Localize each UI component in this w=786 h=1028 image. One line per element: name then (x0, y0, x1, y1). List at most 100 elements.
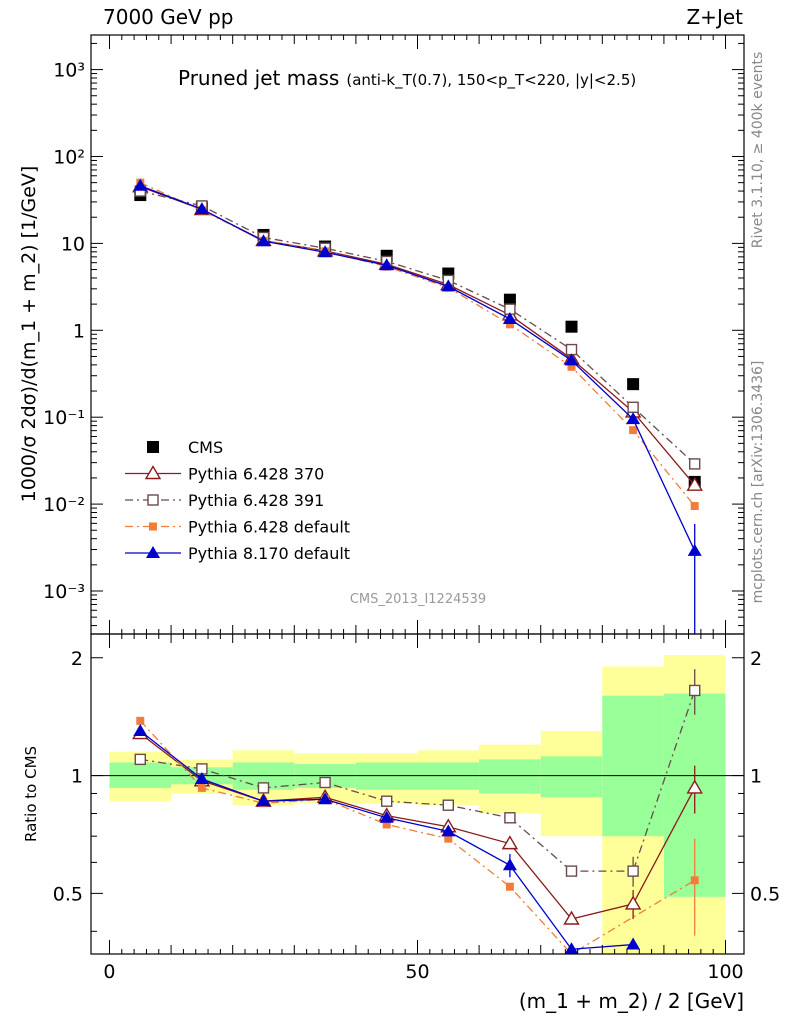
ratio-band-green (417, 762, 480, 790)
legend-marker (149, 522, 157, 531)
ratio-y-tick-label-right: 1 (750, 766, 762, 788)
ratio-y-tick-label: 1 (71, 766, 83, 788)
data-point (690, 502, 699, 511)
ratio-point (501, 835, 519, 850)
ratio-point (257, 782, 270, 794)
data-point (689, 458, 701, 470)
ratio-band-green (540, 756, 603, 798)
ratio-point (565, 865, 578, 877)
ratio-y-tick-label: 0.5 (53, 883, 83, 905)
ratio-point (626, 937, 641, 950)
ratio-band-green (602, 695, 664, 837)
ratio-point (382, 820, 391, 829)
data-point (627, 378, 640, 391)
legend-marker (147, 441, 159, 453)
main-series-layer (132, 178, 703, 634)
chart-title-line: Pruned jet mass (anti-k_T(0.7), 150<p_T<… (178, 66, 636, 90)
ratio-point (133, 723, 148, 736)
ratio-point (134, 753, 146, 766)
ratio-band-green (479, 759, 541, 794)
ratio-point (441, 824, 456, 837)
chart-subtitle: (anti-k_T(0.7), 150<p_T<220, |y|<2.5) (346, 71, 636, 90)
ratio-point (194, 771, 209, 784)
x-tick-label: 50 (405, 961, 429, 983)
header-energy: 7000 GeV pp (103, 5, 234, 29)
data-point (379, 258, 394, 271)
y-tick-label: 10⁻² (43, 494, 85, 516)
legend-label: Pythia 6.428 default (188, 518, 350, 537)
legend: CMS Pythia 6.428 370 Pythia 6.428 391 Pythi… (125, 438, 350, 563)
data-point (194, 202, 209, 215)
ratio-point (442, 799, 455, 811)
ratio-point (444, 834, 453, 843)
data-point (441, 279, 456, 292)
data-point (687, 543, 702, 556)
ratio-point (197, 783, 206, 792)
data-point (318, 245, 333, 258)
axes-layer: 10⁻³ 10⁻² 10⁻¹ 1 10 10² 10³ 0 50 100 0.5 0.5 1 1 2 2 (43, 35, 780, 983)
data-point (629, 426, 638, 435)
series-line-2 (140, 190, 696, 465)
legend-label: Pythia 6.428 370 (188, 465, 324, 484)
legend-marker (147, 494, 159, 506)
ratio-series-layer (132, 669, 703, 954)
data-point (564, 353, 579, 366)
ratio-y-axis-title: Ratio to CMS (22, 746, 40, 842)
data-point (502, 311, 517, 324)
mcplots-label: mcplots.cern.ch [arXiv:1306.3436] (750, 361, 766, 604)
data-point (503, 293, 516, 306)
data-point (626, 412, 641, 425)
ratio-point (502, 858, 517, 871)
ratio-point (136, 716, 145, 725)
chart-title: Pruned jet mass (178, 66, 339, 90)
ratio-point (686, 779, 703, 794)
legend-label: Pythia 6.428 391 (188, 491, 324, 510)
y-tick-label: 10⁻¹ (43, 407, 85, 429)
ratio-y-tick-label-right: 0.5 (750, 883, 780, 905)
legend-marker (146, 546, 160, 558)
y-tick-label: 10³ (53, 60, 85, 82)
legend-label: Pythia 8.170 default (188, 544, 350, 563)
x-tick-label: 0 (103, 961, 115, 983)
y-tick-label: 10 (61, 233, 85, 255)
ratio-point (379, 810, 394, 823)
ratio-point (380, 795, 393, 807)
ratio-point (690, 876, 699, 885)
ratio-band-green (355, 762, 418, 790)
legend-marker (144, 465, 162, 480)
ratio-line-0 (139, 733, 696, 920)
x-axis-title: (m_1 + m_2) / 2 [GeV] (519, 989, 744, 1013)
series-line-1 (140, 186, 696, 486)
ratio-point (689, 684, 701, 697)
y-tick-label: 10² (53, 146, 85, 168)
y-tick-label: 1 (73, 320, 85, 342)
rivet-label: Rivet 3.1.10, ≥ 400k events (750, 52, 766, 249)
data-point (627, 401, 639, 413)
data-point (256, 234, 271, 247)
ratio-point (505, 882, 514, 891)
y-axis-title: 1000/σ 2dσ)/d(m_1 + m_2) [1/GeV] (18, 166, 40, 503)
ratio-point (319, 776, 331, 789)
data-point (505, 320, 514, 329)
ratio-point (564, 942, 579, 954)
ratio-point (627, 865, 639, 877)
y-tick-label: 10⁻³ (43, 581, 85, 603)
ratio-line-1 (140, 690, 696, 872)
ratio-point (318, 792, 333, 805)
ratio-y-tick-label: 2 (71, 648, 83, 670)
ratio-point (504, 812, 516, 824)
data-point (686, 476, 703, 491)
legend-label: CMS (188, 438, 223, 457)
ratio-point (624, 895, 642, 910)
x-tick-label: 100 (707, 961, 743, 983)
analysis-watermark: CMS_2013_I1224539 (350, 592, 486, 607)
series-line-3 (140, 182, 696, 507)
ratio-y-tick-label-right: 2 (750, 648, 762, 670)
data-point (565, 320, 578, 333)
series-line-4 (140, 185, 696, 552)
header-process: Z+Jet (686, 5, 743, 29)
data-point (133, 178, 148, 191)
ratio-point (563, 910, 580, 925)
